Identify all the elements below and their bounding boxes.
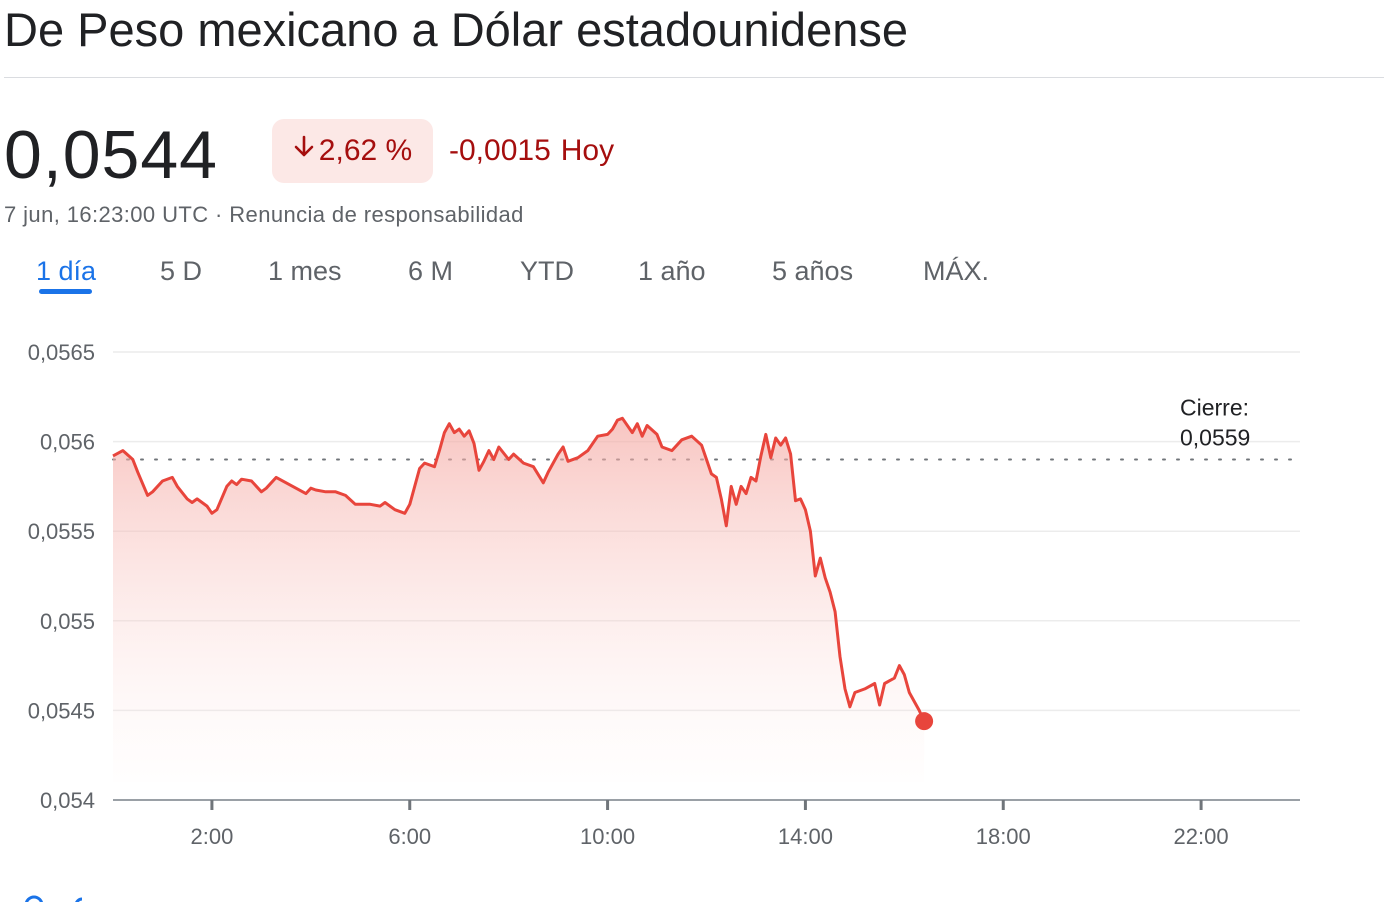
current-point: [915, 712, 934, 731]
close-reference: Cierre: 0,0559: [112, 395, 1301, 461]
x-tick-label: 22:00: [1174, 824, 1229, 849]
price-area: [113, 418, 925, 783]
change-percent-text: 2,62 %: [318, 134, 413, 167]
y-tick-label: 0,056: [40, 430, 95, 455]
tab-ytd[interactable]: YTD: [520, 256, 574, 286]
tab-max[interactable]: MÁX.: [923, 256, 990, 286]
price-chart[interactable]: 0,054 0,0545 0,055 0,0555 0,056 0,0565 2:00 6:…: [0, 330, 1384, 870]
y-tick-label: 0,055: [40, 609, 95, 634]
x-tick-label: 14:00: [778, 824, 833, 849]
header-divider: [4, 77, 1384, 78]
disclaimer-link[interactable]: Renuncia de responsabilidad: [229, 202, 524, 227]
quote-timestamp: 7 jun, 16:23:00 UTC: [4, 202, 209, 227]
change-percent-badge: 2,62 %: [272, 119, 433, 183]
current-point-dot: [915, 712, 934, 731]
tab-6-m[interactable]: 6 M: [408, 256, 454, 286]
change-absolute-value: -0,0015: [449, 134, 551, 167]
y-tick-label: 0,0545: [28, 698, 95, 723]
cut-off-icons: [24, 895, 82, 902]
current-price: 0,0544: [4, 117, 218, 193]
x-tick-label: 6:00: [388, 824, 431, 849]
change-period: Hoy: [560, 134, 615, 167]
y-axis: 0,054 0,0545 0,055 0,0555 0,056 0,0565: [28, 340, 95, 813]
range-tabs: 1 día 5 D 1 mes 6 M YTD 1 año 5 años MÁX…: [0, 250, 1100, 300]
tab-1-ano[interactable]: 1 año: [638, 256, 706, 286]
tab-1-dia[interactable]: 1 día: [36, 256, 97, 286]
page-title: De Peso mexicano a Dólar estadounidense: [4, 3, 908, 56]
y-tick-label: 0,0555: [28, 519, 95, 544]
tab-5-d[interactable]: 5 D: [160, 256, 203, 286]
close-label: Cierre:: [1180, 395, 1249, 421]
y-tick-label: 0,0565: [28, 340, 95, 365]
x-tick-label: 18:00: [976, 824, 1031, 849]
meta-separator: ·: [208, 202, 230, 227]
change-absolute: -0,0015 Hoy: [449, 131, 614, 171]
x-axis: 2:00 6:00 10:00 14:00 18:00 22:00: [113, 799, 1300, 849]
y-tick-label: 0,054: [40, 788, 95, 813]
x-tick-label: 10:00: [580, 824, 635, 849]
active-tab-indicator: [39, 289, 92, 294]
x-tick-label: 2:00: [191, 824, 234, 849]
price-line: [112, 416, 926, 722]
quote-meta: 7 jun, 16:23:00 UTC · Renuncia de respon…: [4, 200, 524, 230]
arrow-down-icon: [293, 134, 315, 168]
tab-5-anos[interactable]: 5 años: [772, 256, 854, 286]
close-value: 0,0559: [1180, 425, 1250, 451]
tab-1-mes[interactable]: 1 mes: [268, 256, 342, 286]
